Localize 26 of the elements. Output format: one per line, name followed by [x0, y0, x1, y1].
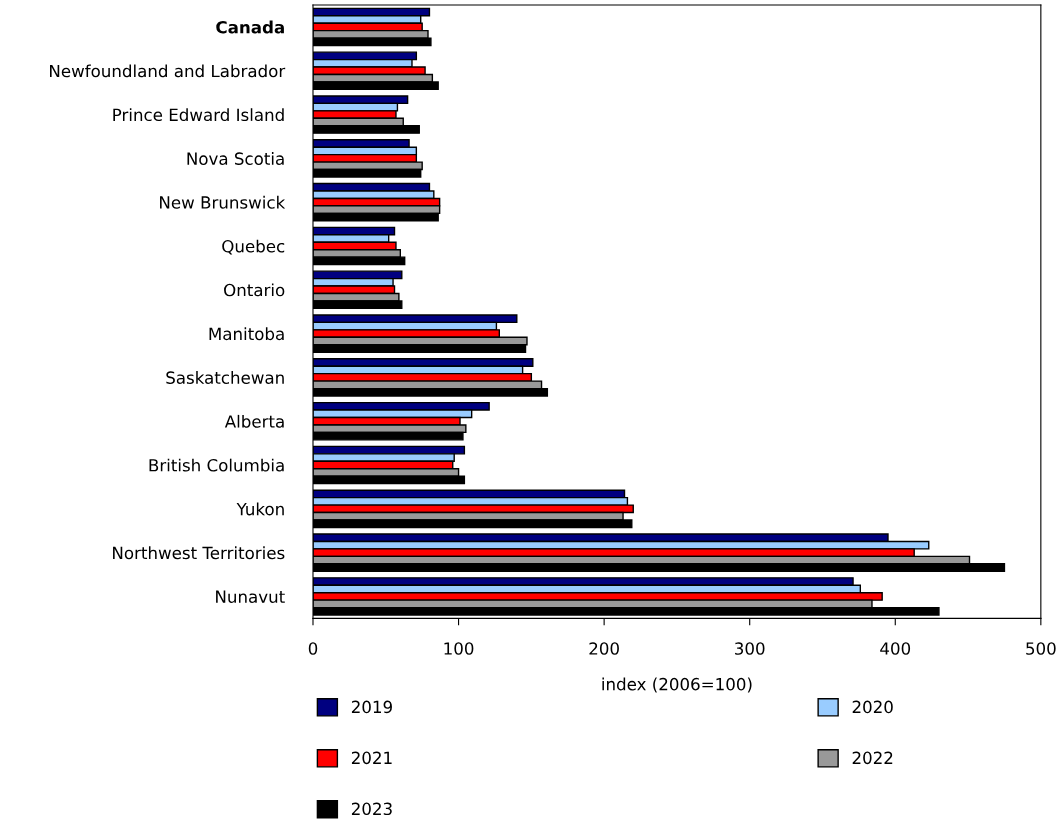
- y-tick-label: British Columbia: [149, 458, 284, 472]
- x-tick-label: 400: [880, 642, 911, 655]
- x-tick-label: 0: [308, 642, 318, 655]
- y-tick-label: Alberta: [224, 414, 284, 428]
- y-tick-label: Nova Scotia: [187, 152, 284, 165]
- y-tick-label: Nunavut: [216, 590, 285, 604]
- y-tick-label: Ontario: [224, 283, 285, 297]
- x-axis-title: index (2006=100): [602, 677, 752, 693]
- legend-label: 2022: [852, 751, 893, 765]
- legend-label: 2020: [852, 700, 893, 714]
- x-tick-label: 100: [444, 642, 474, 655]
- x-tick-label: 500: [1026, 642, 1056, 655]
- legend-label: 2021: [351, 751, 392, 765]
- y-tick-label: Saskatchewan: [166, 371, 284, 384]
- y-tick-label: Prince Edward Island: [113, 108, 284, 122]
- legend-label: 2019: [351, 700, 392, 714]
- y-tick-label: Northwest Territories: [113, 546, 285, 560]
- x-tick-label: 300: [735, 642, 765, 655]
- y-tick-label: Yukon: [236, 502, 284, 516]
- x-tick-label: 200: [589, 642, 619, 655]
- y-tick-label: Canada: [216, 20, 284, 34]
- y-tick-label: Newfoundland and Labrador: [50, 64, 286, 78]
- y-tick-label: Quebec: [222, 239, 285, 255]
- y-tick-label: Manitoba: [209, 327, 284, 341]
- y-tick-label: New Brunswick: [160, 195, 286, 209]
- legend-label: 2023: [351, 802, 392, 816]
